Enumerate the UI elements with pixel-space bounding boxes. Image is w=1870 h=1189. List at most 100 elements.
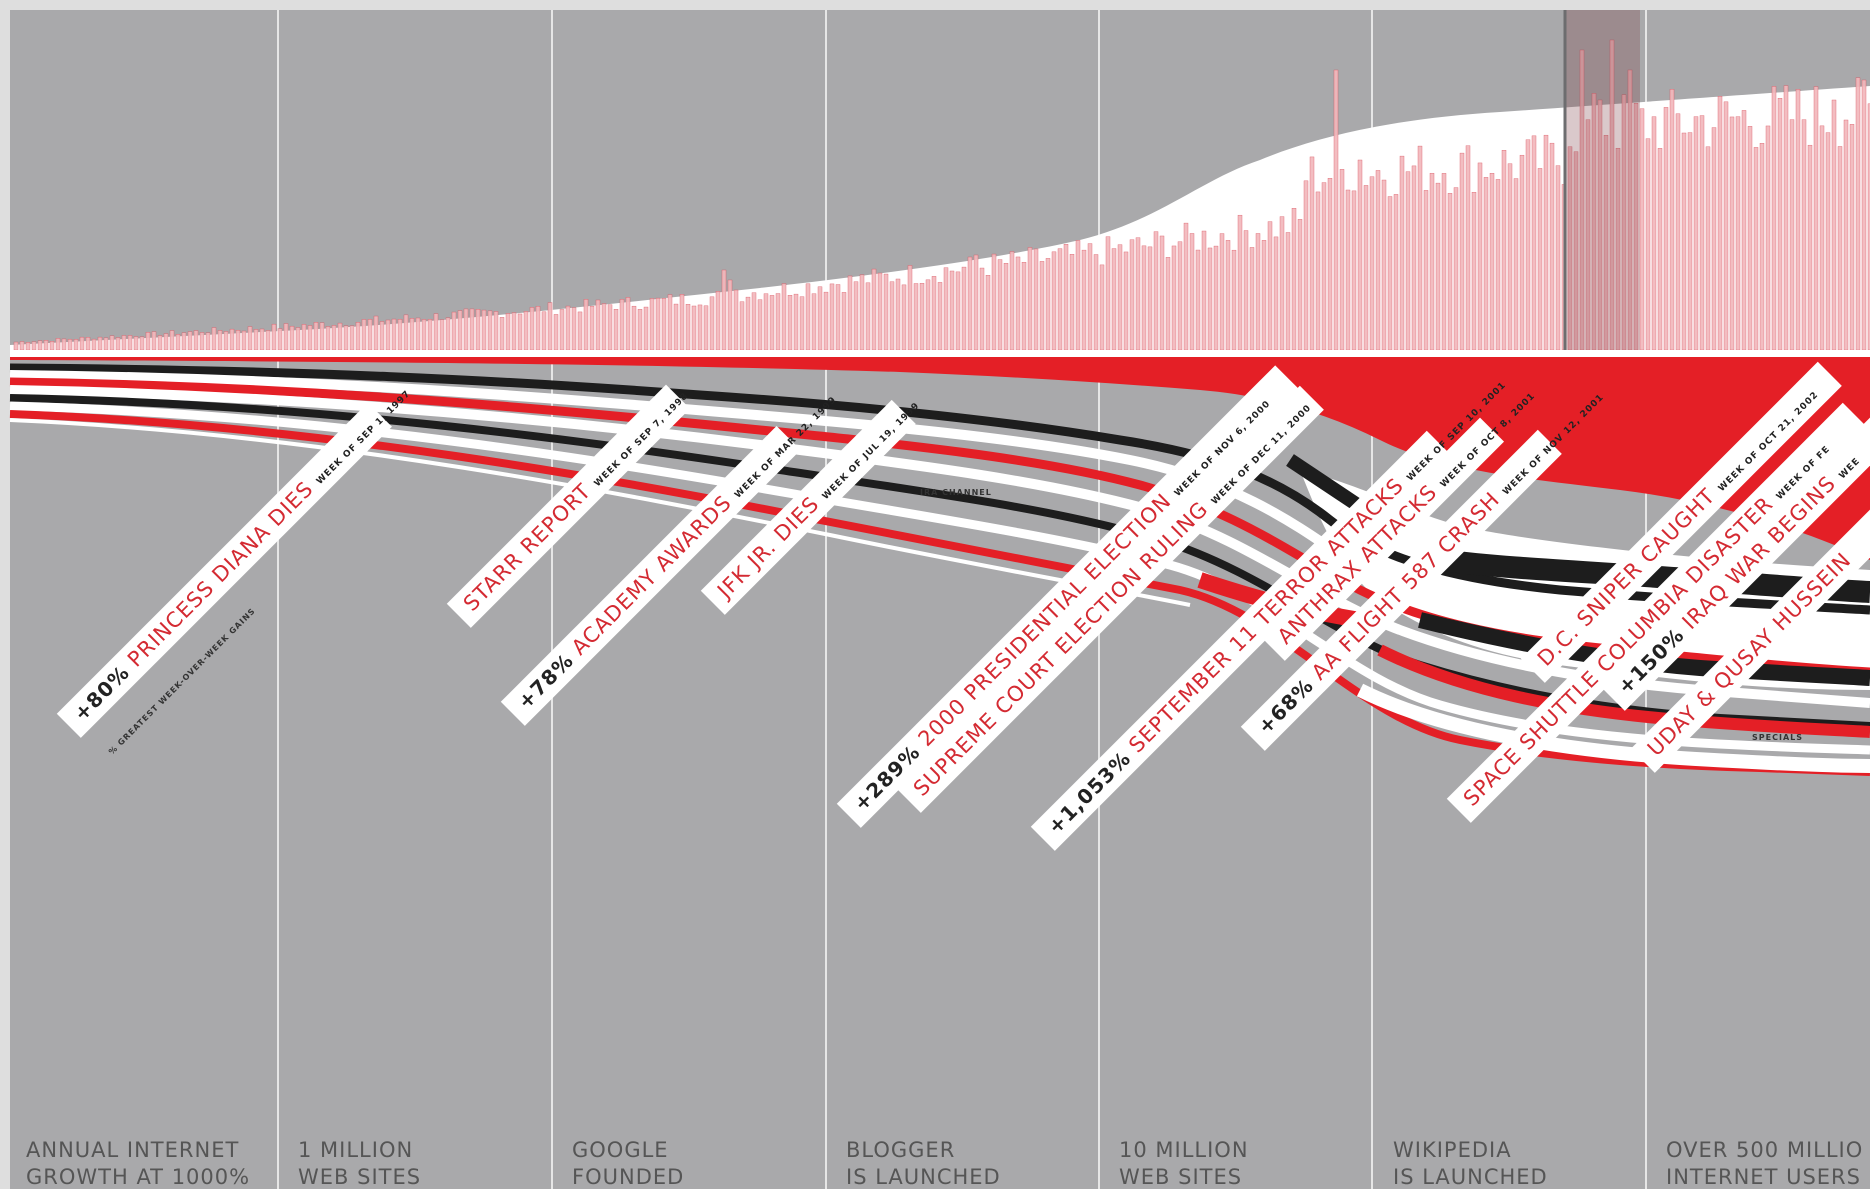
week-bar — [1783, 85, 1789, 351]
week-bar — [589, 305, 595, 351]
week-bar — [1429, 172, 1435, 351]
event-banner-bg — [836, 365, 1300, 828]
week-bar — [1285, 232, 1291, 351]
milestone-label-line2: INTERNET USERS — [1666, 1165, 1861, 1189]
week-bar — [1657, 148, 1663, 351]
event-banner-bg — [1520, 361, 1842, 683]
week-bar — [1807, 144, 1813, 351]
week-bar — [1771, 86, 1777, 351]
week-bar — [1417, 145, 1423, 351]
event-banner-bg — [1030, 430, 1451, 851]
week-bar — [1525, 139, 1531, 351]
week-bar — [685, 304, 691, 351]
week-bar — [1849, 124, 1855, 351]
week-bar — [889, 281, 895, 351]
week-bar — [1219, 233, 1225, 351]
week-bar — [1045, 258, 1051, 351]
week-bar — [1255, 233, 1261, 351]
week-bar — [1171, 245, 1177, 351]
week-bar — [1021, 262, 1027, 351]
week-bar — [937, 282, 943, 351]
week-bar — [217, 330, 223, 351]
week-bar — [637, 309, 643, 351]
milestone-label-line2: WEB SITES — [298, 1165, 421, 1189]
week-bar — [679, 294, 685, 351]
event-banner-bg — [56, 402, 392, 738]
week-bar — [709, 296, 715, 351]
week-bar — [1351, 190, 1357, 351]
week-bar — [55, 338, 61, 351]
week-bar — [1759, 143, 1765, 351]
week-bar — [853, 281, 859, 351]
week-bar — [691, 305, 697, 351]
stream-label: SPECIALS — [1752, 733, 1803, 742]
week-bar — [1201, 230, 1207, 351]
week-bar — [1861, 79, 1867, 351]
week-bar — [253, 329, 259, 351]
week-bar — [829, 283, 835, 351]
week-bar — [1207, 247, 1213, 351]
week-bar — [799, 296, 805, 351]
week-bar — [367, 319, 373, 351]
week-bar — [151, 331, 157, 351]
event-banner-bg — [1446, 402, 1867, 823]
week-bar — [979, 267, 985, 351]
week-bar — [1795, 89, 1801, 351]
week-bar — [277, 328, 283, 351]
week-bar — [409, 318, 415, 351]
week-bar — [259, 328, 265, 351]
week-bar — [181, 332, 187, 351]
week-bar — [721, 269, 727, 351]
week-bar — [1789, 119, 1795, 351]
week-bar — [1681, 132, 1687, 351]
week-bar — [1471, 192, 1477, 351]
week-bar — [1747, 126, 1753, 351]
week-bar — [19, 341, 25, 351]
week-bar — [997, 259, 1003, 351]
week-bar — [1717, 96, 1723, 351]
week-bar — [667, 294, 673, 351]
week-bar — [1393, 194, 1399, 351]
week-bar — [1147, 246, 1153, 351]
week-bar — [403, 314, 409, 351]
week-bar — [1111, 248, 1117, 351]
week-bar — [1159, 235, 1165, 351]
week-bar — [1531, 135, 1537, 351]
week-bar — [913, 283, 919, 351]
week-bar — [619, 299, 625, 351]
week-bar — [1165, 257, 1171, 351]
week-bar — [1867, 103, 1870, 351]
week-bar — [1741, 110, 1747, 351]
week-bar — [1189, 233, 1195, 351]
week-bar — [1099, 264, 1105, 351]
week-bar — [331, 325, 337, 351]
week-bar — [1075, 240, 1081, 351]
week-bar — [1651, 116, 1657, 351]
week-bar — [271, 323, 277, 351]
week-bar — [1123, 251, 1129, 351]
week-bar — [1705, 146, 1711, 351]
week-bar — [703, 305, 709, 351]
week-bar — [883, 273, 889, 351]
week-bar — [1327, 178, 1333, 351]
week-bar — [1465, 145, 1471, 351]
milestone-label-line1: 1 MILLION — [298, 1138, 413, 1162]
week-bar — [37, 340, 43, 351]
week-bar — [1411, 165, 1417, 351]
week-bar — [1231, 249, 1237, 351]
week-bar — [1387, 196, 1393, 351]
week-bar — [229, 328, 235, 351]
week-bar — [103, 337, 109, 351]
event-banner-bg — [1600, 403, 1870, 711]
week-bar — [613, 309, 619, 351]
week-bar — [715, 291, 721, 351]
week-bar — [265, 330, 271, 351]
milestone-label-line1: GOOGLE — [572, 1138, 669, 1162]
week-bar — [607, 304, 613, 351]
week-bar — [1057, 248, 1063, 351]
week-bar — [1381, 179, 1387, 351]
week-bar — [649, 298, 655, 351]
week-bar — [1489, 173, 1495, 351]
week-bar — [1777, 98, 1783, 351]
week-bar — [523, 311, 529, 351]
